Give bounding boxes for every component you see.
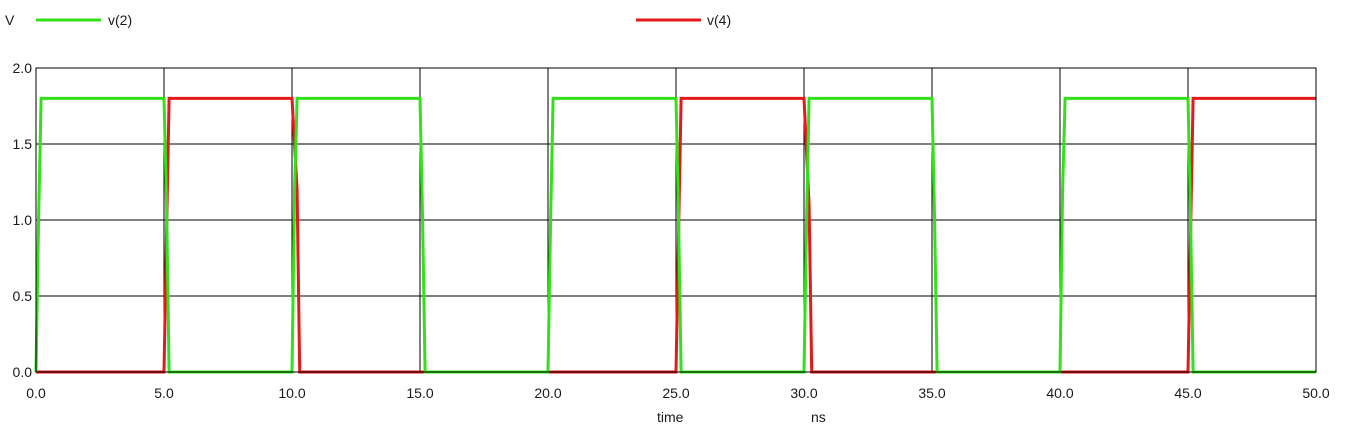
x-tick-label: 45.0 <box>1174 385 1201 401</box>
x-tick-label: 20.0 <box>534 385 561 401</box>
x-tick-label: 30.0 <box>790 385 817 401</box>
x-axis-unit: ns <box>811 409 826 425</box>
y-tick-labels: 0.0 0.5 1.0 1.5 2.0 <box>13 60 33 380</box>
legend-label-v2: v(2) <box>108 12 132 28</box>
x-tick-label: 40.0 <box>1046 385 1073 401</box>
legend: v(2) v(4) <box>36 12 731 28</box>
x-tick-label: 25.0 <box>662 385 689 401</box>
y-tick-label: 2.0 <box>13 60 33 76</box>
x-tick-label: 5.0 <box>154 385 174 401</box>
y-tick-label: 1.0 <box>13 212 33 228</box>
y-tick-label: 0.5 <box>13 288 33 304</box>
legend-entry-v2: v(2) <box>36 12 132 28</box>
plot-frame <box>35 67 1317 373</box>
x-tick-label: 50.0 <box>1302 385 1329 401</box>
x-tick-label: 15.0 <box>406 385 433 401</box>
y-tick-label: 0.0 <box>13 364 33 380</box>
x-tick-label: 35.0 <box>918 385 945 401</box>
y-axis-label: V <box>5 12 15 28</box>
x-tick-label: 0.0 <box>26 385 46 401</box>
x-axis-label: time <box>657 409 684 425</box>
legend-label-v4: v(4) <box>707 12 731 28</box>
y-tick-label: 1.5 <box>13 136 33 152</box>
x-tick-label: 10.0 <box>278 385 305 401</box>
legend-entry-v4: v(4) <box>636 12 731 28</box>
x-tick-labels: 0.0 5.0 10.0 15.0 20.0 25.0 30.0 35.0 40.0 45.0 50… <box>26 385 1330 401</box>
